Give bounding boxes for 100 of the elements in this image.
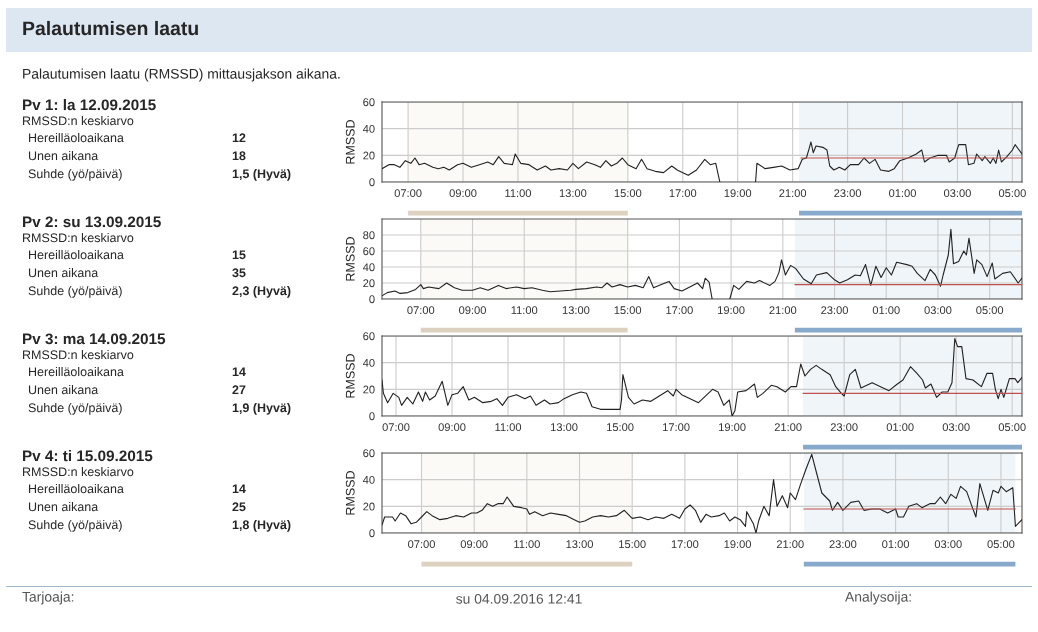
x-tick-label: 19:00 [724, 189, 752, 198]
text: 1,9 (Hyvä) [232, 403, 291, 415]
x-tick-label: 03:00 [934, 540, 962, 549]
text: Tarjoaja: [22, 591, 74, 605]
text: 25 [232, 502, 246, 512]
text: Pv 4: ti 15.09.2015 [23, 450, 153, 462]
text: Hereilläoloaikana [29, 133, 124, 143]
text: Pv 3: ma 14.09.2015 [23, 333, 166, 345]
y-axis-title: RMSSD [345, 237, 355, 281]
x-tick-label: 19:00 [724, 540, 752, 549]
y-tick-label: 60 [363, 98, 375, 107]
x-tick-label: 07:00 [382, 423, 410, 432]
text: 14 [232, 367, 246, 377]
text: 18 [232, 151, 246, 161]
x-tick-label: 07:00 [407, 306, 435, 315]
x-tick-label: 07:00 [394, 189, 422, 198]
text: Pv 2: su 13.09.2015 [23, 216, 161, 228]
x-tick-label: 01:00 [886, 423, 914, 432]
text: Unen aikana [28, 385, 99, 395]
text: 12 [232, 133, 246, 143]
x-tick-label: 17:00 [669, 189, 697, 198]
text: 35 [232, 268, 246, 278]
x-tick-label: 13:00 [551, 423, 578, 432]
text: Hereilläoloaikana [29, 484, 124, 494]
x-tick-label: 05:00 [998, 189, 1026, 198]
y-axis-title: RMSSD [345, 354, 355, 398]
y-tick-label: 40 [362, 358, 375, 367]
x-tick-label: 21:00 [774, 423, 802, 432]
x-tick-label: 15:00 [607, 423, 634, 432]
y-tick-label: 0 [369, 529, 375, 538]
x-tick-label: 23:00 [829, 540, 857, 549]
y-tick-label: 0 [369, 295, 375, 304]
x-tick-label: 01:00 [872, 306, 900, 315]
x-tick-label: 03:00 [924, 306, 952, 315]
text: su 04.09.2016 12:41 [456, 593, 582, 604]
x-tick-label: 21:00 [776, 540, 804, 549]
text: 1,8 (Hyvä) [232, 520, 291, 532]
x-tick-label: 21:00 [779, 189, 807, 198]
x-tick-label: 13:00 [559, 189, 587, 198]
y-tick-label: 40 [362, 124, 375, 133]
y-tick-label: 60 [363, 449, 375, 458]
y-axis-title: RMSSD [345, 120, 355, 164]
text: 27 [232, 385, 246, 395]
x-tick-label: 11:00 [505, 189, 532, 198]
text: Palautumisen laatu (RMSSD) mittausjakson aikana. [23, 68, 340, 82]
text: RMSSD:n keskiarvo [23, 233, 134, 243]
x-tick-label: 13:00 [566, 540, 593, 549]
text: Palautumisen laatu [23, 20, 198, 36]
y-tick-label: 60 [363, 332, 375, 341]
text: Pv 1: la 12.09.2015 [23, 99, 156, 111]
text: Unen aikana [28, 151, 99, 161]
x-tick-label: 15:00 [614, 306, 642, 315]
x-tick-label: 23:00 [830, 423, 858, 432]
text: Analysoija: [845, 591, 911, 605]
y-tick-label: 20 [363, 385, 375, 394]
x-tick-label: 09:00 [460, 540, 488, 549]
x-tick-label: 17:00 [671, 540, 699, 549]
y-tick-label: 20 [363, 279, 375, 288]
y-tick-label: 20 [363, 502, 375, 511]
text: Suhde (yö/päivä) [28, 403, 122, 415]
x-tick-label: 21:00 [769, 306, 797, 315]
line-series [382, 338, 1022, 416]
x-tick-label: 03:00 [943, 189, 971, 198]
x-tick-label: 05:00 [998, 423, 1026, 432]
y-axis-title: RMSSD [345, 471, 355, 515]
y-tick-label: 20 [363, 151, 375, 160]
y-tick-label: 0 [369, 178, 375, 187]
x-tick-label: 01:00 [882, 540, 910, 549]
x-tick-label: 05:00 [976, 306, 1004, 315]
text: 15 [232, 250, 246, 260]
x-tick-label: 05:00 [987, 540, 1015, 549]
x-tick-label: 23:00 [821, 306, 848, 315]
x-tick-label: 03:00 [942, 423, 970, 432]
text: Unen aikana [28, 268, 99, 278]
y-tick-label: 40 [362, 475, 375, 484]
x-tick-label: 17:00 [666, 306, 693, 315]
x-tick-label: 13:00 [562, 306, 590, 315]
y-tick-label: 0 [369, 412, 375, 421]
x-tick-label: 11:00 [514, 540, 540, 549]
text: 2,3 (Hyvä) [232, 286, 291, 298]
text: Hereilläoloaikana [29, 367, 124, 377]
text: 14 [232, 484, 246, 494]
x-tick-label: 11:00 [495, 423, 522, 432]
y-tick-label: 80 [363, 231, 375, 240]
x-tick-label: 09:00 [449, 189, 477, 198]
text: Suhde (yö/päivä) [28, 169, 122, 181]
text: Unen aikana [28, 502, 99, 512]
text: RMSSD:n keskiarvo [23, 350, 134, 360]
x-tick-label: 17:00 [663, 423, 690, 432]
text: RMSSD:n keskiarvo [23, 116, 134, 126]
x-tick-label: 09:00 [459, 306, 486, 315]
x-tick-label: 11:00 [511, 306, 538, 315]
x-tick-label: 23:00 [834, 189, 862, 198]
x-tick-label: 19:00 [719, 423, 746, 432]
x-tick-label: 01:00 [889, 189, 916, 198]
x-tick-label: 09:00 [438, 423, 466, 432]
text: Suhde (yö/päivä) [28, 286, 122, 298]
text: 1,5 (Hyvä) [232, 169, 291, 181]
x-tick-label: 15:00 [614, 189, 642, 198]
text: Hereilläoloaikana [29, 250, 124, 260]
